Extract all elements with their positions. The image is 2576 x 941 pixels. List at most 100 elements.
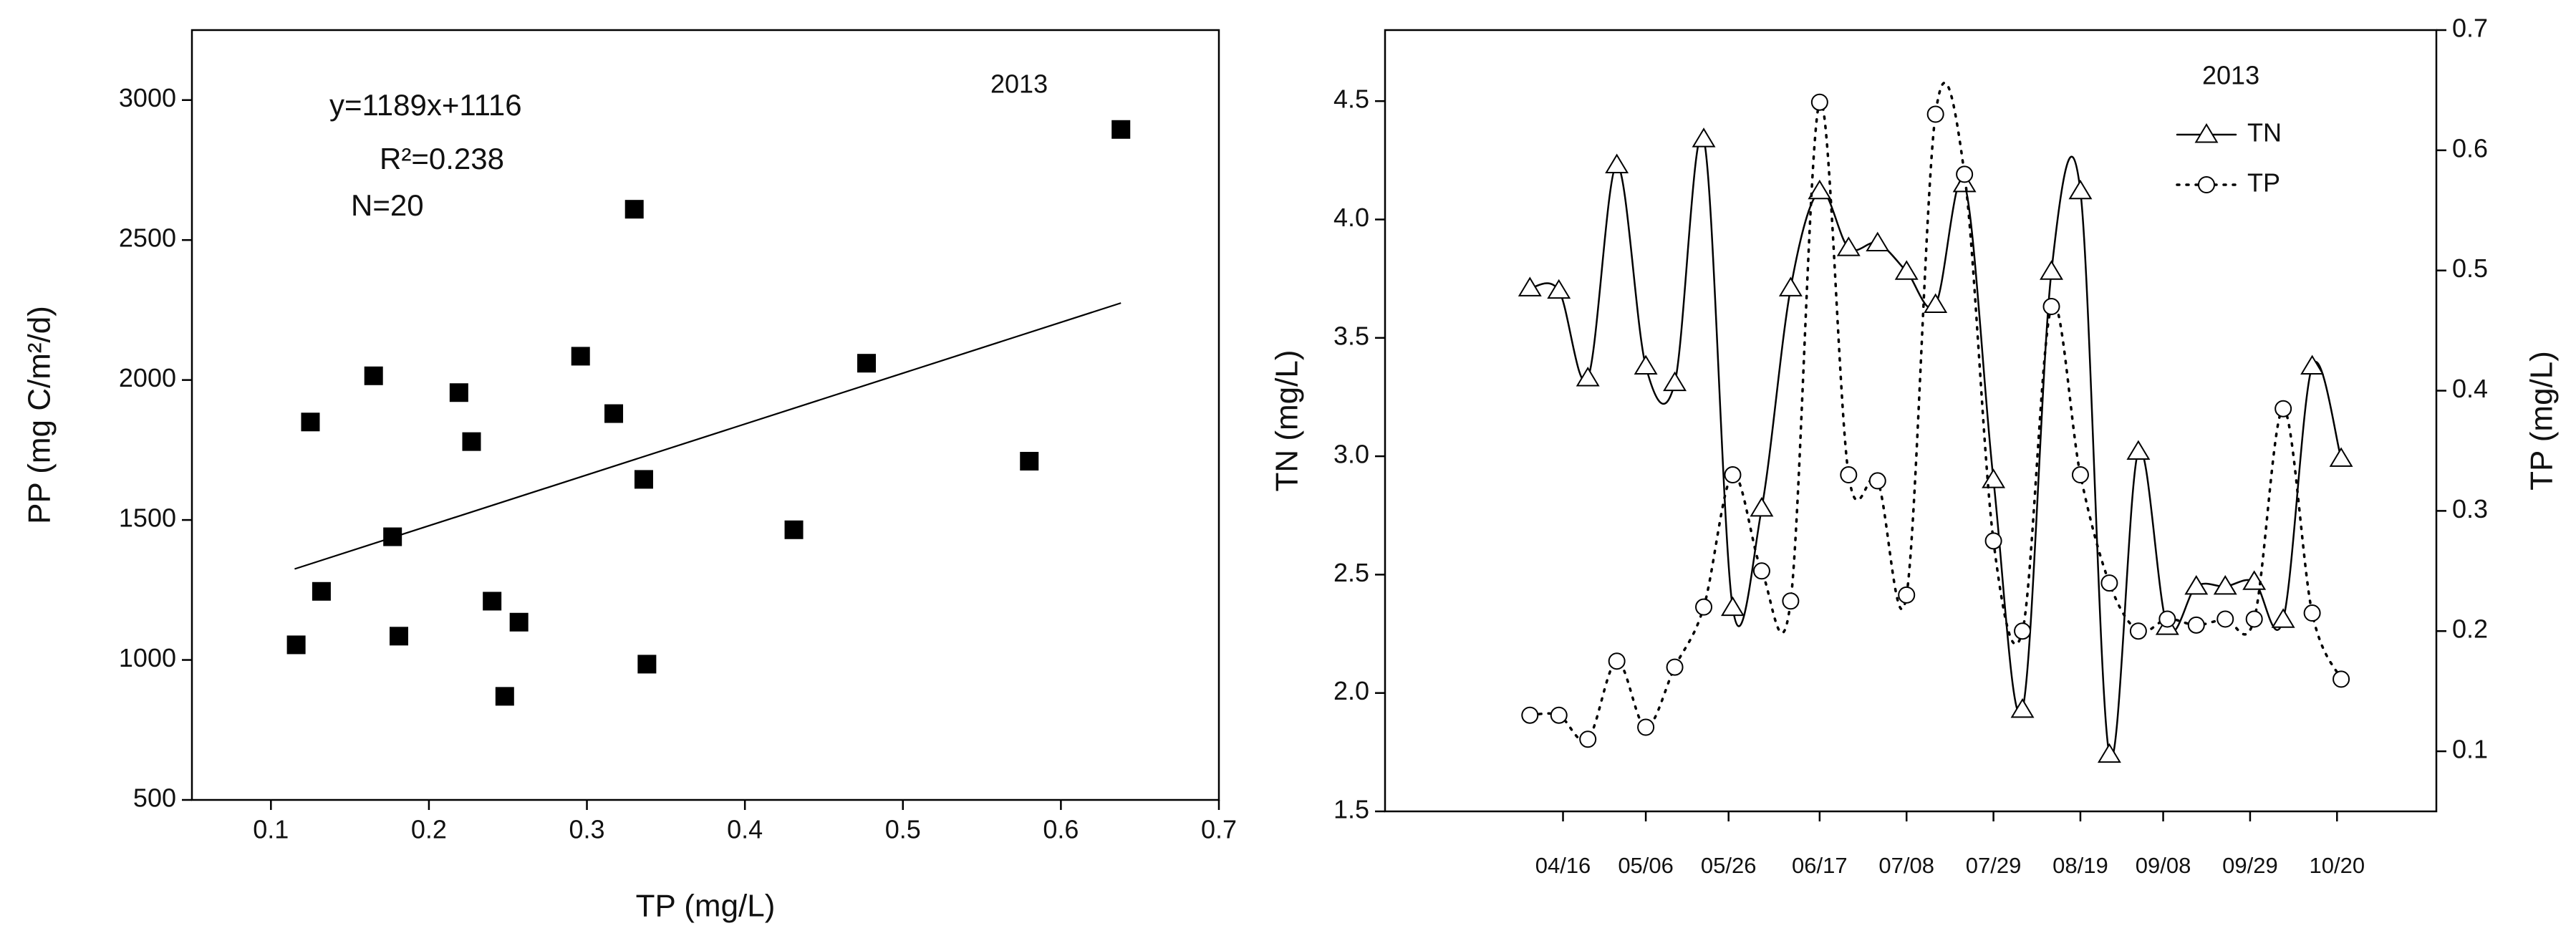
marker bbox=[1605, 153, 1629, 173]
marker bbox=[1111, 120, 1131, 139]
y2-tick-label: 0.1 bbox=[2452, 735, 2488, 764]
marker bbox=[2010, 698, 2035, 718]
annotation: 2013 bbox=[2202, 61, 2259, 90]
marker bbox=[1924, 293, 1948, 314]
marker bbox=[2333, 670, 2350, 688]
marker bbox=[2100, 574, 2118, 592]
marker bbox=[1637, 718, 1655, 736]
marker bbox=[390, 627, 409, 646]
marker bbox=[2158, 610, 2176, 628]
marker bbox=[312, 582, 331, 601]
marker bbox=[2071, 466, 2089, 484]
x-tick-label: 10/20 bbox=[2310, 853, 2365, 878]
marker bbox=[1020, 452, 1039, 470]
marker bbox=[2213, 574, 2237, 595]
y2-tick-label: 0.6 bbox=[2452, 133, 2488, 163]
x-tick-label: 07/29 bbox=[1966, 853, 2022, 878]
marker bbox=[1836, 236, 1861, 256]
marker bbox=[1808, 179, 1832, 200]
marker bbox=[2042, 298, 2060, 316]
legend-label: TN bbox=[2247, 118, 2282, 148]
x-axis-title: TP (mg/L) bbox=[636, 889, 776, 924]
y-tick-label: 3.5 bbox=[1333, 321, 1369, 350]
y2-tick-label: 0.2 bbox=[2452, 614, 2488, 644]
y-tick-label: 4.5 bbox=[1333, 85, 1369, 114]
x-tick-label: 05/26 bbox=[1701, 853, 1757, 878]
x-tick-label: 0.5 bbox=[885, 815, 921, 844]
y-tick-label: 1000 bbox=[119, 643, 176, 672]
marker bbox=[624, 200, 644, 219]
x-tick-label: 0.3 bbox=[569, 815, 605, 844]
y-tick-label: 3.0 bbox=[1333, 440, 1369, 469]
marker bbox=[634, 470, 653, 489]
marker bbox=[2300, 354, 2325, 375]
marker bbox=[2129, 622, 2147, 640]
y2-tick-label: 0.4 bbox=[2452, 374, 2488, 403]
y-axis-title: TN (mg/L) bbox=[1270, 350, 1305, 492]
y-tick-label: 2500 bbox=[119, 223, 176, 253]
x-tick-label: 09/08 bbox=[2136, 853, 2191, 878]
annotation: N=20 bbox=[351, 188, 424, 222]
annotation: y=1189x+1116 bbox=[329, 88, 522, 122]
y2-tick-label: 0.7 bbox=[2452, 14, 2488, 43]
marker bbox=[2271, 608, 2295, 628]
marker bbox=[1550, 706, 1568, 724]
marker bbox=[495, 687, 514, 706]
x-tick-label: 0.7 bbox=[1201, 815, 1237, 844]
marker bbox=[1984, 532, 2002, 550]
marker bbox=[637, 655, 657, 674]
marker bbox=[1634, 354, 1658, 375]
marker bbox=[571, 347, 590, 366]
marker bbox=[2068, 179, 2093, 200]
marker bbox=[1750, 496, 1774, 517]
legend-label: TP bbox=[2247, 168, 2280, 198]
x-tick-label: 0.1 bbox=[253, 815, 289, 844]
marker bbox=[1724, 466, 1742, 484]
marker bbox=[2216, 610, 2234, 628]
marker bbox=[1666, 658, 1684, 676]
marker bbox=[2014, 622, 2032, 640]
y-tick-label: 2000 bbox=[119, 363, 176, 392]
marker bbox=[1721, 596, 1745, 617]
marker bbox=[1692, 127, 1716, 148]
marker bbox=[1840, 466, 1858, 484]
series-line bbox=[1529, 134, 2343, 759]
annotation: 2013 bbox=[990, 69, 1048, 99]
marker bbox=[1576, 367, 1600, 387]
legend-marker bbox=[2198, 176, 2215, 193]
marker bbox=[1521, 706, 1539, 724]
y-tick-label: 2.0 bbox=[1333, 676, 1369, 705]
marker bbox=[1752, 562, 1770, 580]
marker bbox=[2097, 743, 2121, 763]
x-tick-label: 06/17 bbox=[1792, 853, 1848, 878]
marker bbox=[383, 527, 402, 546]
marker bbox=[1579, 730, 1597, 748]
y2-axis-title: TP (mg/L) bbox=[2524, 351, 2560, 491]
x-tick-label: 0.4 bbox=[727, 815, 763, 844]
marker bbox=[1695, 598, 1713, 616]
y-tick-label: 4.0 bbox=[1333, 203, 1369, 232]
y-tick-label: 1.5 bbox=[1333, 795, 1369, 824]
marker bbox=[857, 354, 877, 373]
fit-line bbox=[294, 302, 1121, 570]
marker bbox=[604, 404, 624, 423]
marker bbox=[462, 432, 481, 451]
marker bbox=[2303, 604, 2321, 622]
x-tick-label: 04/16 bbox=[1535, 853, 1591, 878]
marker bbox=[1982, 468, 2006, 488]
y-tick-label: 500 bbox=[133, 783, 176, 813]
marker bbox=[1956, 165, 1974, 183]
x-tick-label: 0.6 bbox=[1043, 815, 1079, 844]
marker bbox=[2245, 610, 2263, 628]
marker bbox=[1866, 231, 1890, 252]
marker bbox=[1518, 276, 1542, 296]
marker bbox=[1898, 586, 1916, 604]
series-line bbox=[1528, 82, 2343, 743]
y-axis-title: PP (mg C/m²/d) bbox=[22, 306, 57, 524]
plot-frame bbox=[1384, 29, 2438, 813]
marker bbox=[509, 612, 529, 632]
marker bbox=[1894, 260, 1919, 280]
x-tick-label: 0.2 bbox=[411, 815, 447, 844]
marker bbox=[1810, 93, 1828, 111]
